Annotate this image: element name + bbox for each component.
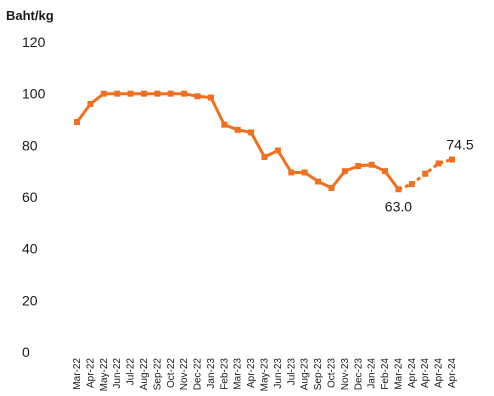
x-tick-label: Apr-23 (246, 358, 257, 388)
y-tick-label: 60 (22, 189, 38, 205)
data-point (368, 161, 375, 168)
x-axis-ticks: Mar-22 Apr-22 May-22 Jun-22 Jul-22 Aug-22 Sep-… (72, 358, 458, 392)
data-point (74, 119, 80, 126)
data-label: 74.5 (446, 137, 473, 153)
data-point (154, 90, 161, 97)
x-tick-label: Jan-23 (206, 358, 217, 389)
y-tick-label: 80 (22, 137, 38, 153)
data-point (408, 181, 415, 188)
data-point (382, 168, 389, 175)
x-tick-label: Aug-22 (139, 358, 150, 391)
data-point (449, 156, 455, 163)
x-tick-label: Sep-23 (313, 358, 324, 391)
x-tick-label: Jan-24 (367, 358, 378, 389)
data-point (341, 168, 348, 175)
data-point (181, 90, 188, 97)
data-point (328, 184, 335, 191)
x-tick-label: Apr-24 (434, 358, 445, 388)
x-tick-label: Apr-22 (85, 358, 96, 388)
data-label: 63.0 (385, 198, 412, 214)
x-tick-label: Dec-22 (193, 358, 204, 391)
data-point (288, 169, 295, 176)
x-tick-label: Feb-23 (219, 358, 230, 390)
x-tick-label: Jun-22 (112, 358, 123, 389)
x-tick-label: Feb-24 (380, 358, 391, 390)
x-tick-label: Jul-23 (286, 358, 297, 386)
x-tick-label: Apr-24 (407, 358, 418, 388)
y-tick-label: 20 (22, 292, 38, 308)
x-tick-label: Mar-24 (393, 358, 404, 390)
y-tick-label: 120 (22, 34, 46, 50)
series-lines (75, 92, 453, 191)
x-tick-label: Jul-22 (126, 358, 137, 386)
x-tick-label: Sep-22 (152, 358, 163, 391)
x-tick-label: Nov-22 (179, 358, 190, 391)
y-tick-label: 100 (22, 86, 46, 102)
data-point (221, 121, 228, 128)
x-tick-label: Jun-23 (273, 358, 284, 389)
data-point (87, 101, 94, 107)
x-tick-label: Mar-23 (233, 358, 244, 390)
y-axis-unit-label: Baht/kg (6, 8, 54, 23)
x-tick-label: Apr-24 (420, 358, 431, 388)
data-point (355, 163, 362, 169)
data-labels: 63.0 74.5 (385, 137, 474, 215)
data-point (261, 153, 268, 160)
x-tick-label: May-22 (99, 358, 110, 391)
data-point (207, 94, 214, 101)
data-point (422, 170, 429, 177)
data-point (248, 129, 255, 136)
x-tick-label: Oct-23 (326, 358, 337, 388)
series-line-solid (75, 92, 400, 191)
x-tick-label: Apr-24 (447, 358, 458, 388)
data-point (114, 90, 121, 97)
data-point (301, 169, 308, 176)
data-point (234, 126, 241, 133)
data-point (127, 90, 134, 97)
data-point (435, 160, 442, 167)
x-tick-label: Aug-23 (300, 358, 311, 391)
data-point (274, 147, 281, 154)
data-point (100, 90, 107, 97)
y-tick-label: 0 (22, 344, 30, 360)
data-point (167, 90, 174, 97)
y-tick-label: 40 (22, 241, 38, 257)
data-point (194, 93, 201, 100)
x-tick-label: Nov-23 (340, 358, 351, 391)
x-tick-label: Dec-23 (353, 358, 364, 391)
x-tick-label: May-23 (260, 358, 271, 391)
y-axis-ticks: 0 20 40 60 80 100 120 (22, 34, 46, 360)
data-point (140, 90, 147, 97)
data-point (395, 186, 402, 193)
x-tick-label: Mar-22 (72, 358, 83, 390)
series-points (74, 90, 455, 193)
data-point (315, 178, 322, 185)
x-tick-label: Oct-22 (166, 358, 177, 388)
